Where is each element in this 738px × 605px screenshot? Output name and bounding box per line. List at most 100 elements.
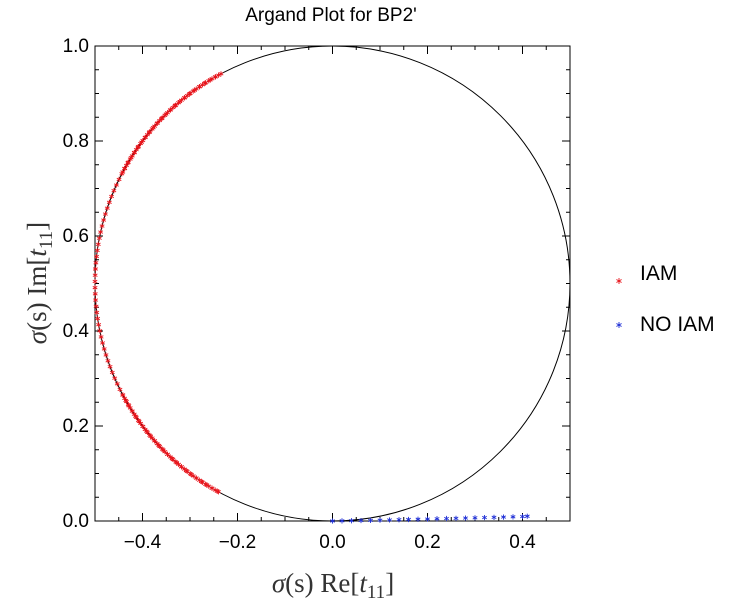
iam-point [101,346,107,352]
iam-point [149,126,155,132]
axis-ticks [94,45,571,522]
iam-point [215,72,221,78]
no-iam-point [444,515,449,522]
y-tick-label: 0.0 [63,511,89,532]
iam-point [112,375,118,381]
legend-star-no-iam [616,322,622,328]
iam-point [114,381,120,387]
iam-point [93,260,99,266]
iam-point [93,303,99,309]
iam-point [178,464,184,470]
y-tick-label: 0.8 [63,131,89,152]
iam-point [100,340,106,346]
x-axis-label: σ(s) Re[t11] [272,568,394,603]
iam-point [173,459,179,465]
no-iam-point [501,514,506,520]
x-label-suffix: ] [385,568,394,598]
no-iam-point [520,513,525,520]
legend-marker-no-iam [616,322,622,328]
legend-label-iam: IAM [640,262,677,285]
iam-point [97,328,103,334]
iam-point [159,446,165,452]
x-label-var: t [359,568,368,598]
iam-point [215,489,221,495]
iam-point [162,449,168,455]
iam-point [178,97,184,103]
iam-point [165,110,170,116]
iam-point [104,205,110,211]
iam-point [176,461,182,467]
no-iam-point [463,515,468,521]
y-label-var: t [22,248,52,257]
no-iam-point [349,518,354,524]
no-iam-point [406,516,411,523]
iam-point [107,364,113,370]
iam-point [157,443,163,449]
iam-point [101,217,107,223]
iam-point [154,441,160,447]
x-label-mid: (s) Re[ [285,568,359,598]
iam-point [181,95,187,101]
iam-point [93,297,99,303]
iam-point [109,369,115,376]
iam-point [157,118,163,124]
iam-point [147,432,153,438]
legend: IAM NO IAM [616,262,715,336]
iam-point [105,358,111,364]
x-tick-labels: −0.4 −0.2 0.0 0.2 0.4 [124,532,536,553]
y-tick-label: 0.4 [63,321,90,342]
no-iam-point [510,514,516,520]
no-iam-point [387,517,392,523]
iam-point [95,241,101,247]
iam-point [144,132,150,138]
y-tick-labels: 0.0 0.2 0.4 0.6 0.8 1.0 [63,36,90,532]
iam-point [149,435,155,441]
no-iam-point [524,513,530,519]
iam-point [94,247,100,254]
y-tick-label: 0.6 [63,226,89,247]
legend-label-no-iam: NO IAM [640,313,715,336]
iam-point [184,92,190,99]
iam-point [209,485,215,491]
no-iam-point [482,514,487,521]
x-label-sub: 11 [367,582,385,603]
no-iam-point [339,518,345,524]
series-iam-points [92,71,224,495]
y-label-suffix: ] [22,222,52,231]
y-label-sigma: σ [22,329,52,344]
legend-star-iam [616,278,622,284]
iam-point [92,278,98,285]
x-tick-label: −0.4 [124,532,162,553]
iam-point [98,334,104,340]
no-iam-point [415,516,421,522]
iam-point [117,386,123,393]
iam-point [92,272,98,278]
iam-point [109,193,115,200]
chart-title: Argand Plot for BP2' [245,5,417,26]
iam-point [94,309,100,316]
iam-point [94,254,100,260]
no-iam-point [358,517,364,524]
no-iam-point [368,517,373,523]
y-tick-label: 0.2 [63,416,89,437]
iam-point [99,223,105,229]
iam-point [102,211,108,217]
iam-point [154,120,160,126]
no-iam-point [425,516,430,522]
iam-point [144,429,150,435]
iam-point [170,456,176,463]
no-iam-point [453,515,459,521]
x-tick-label: 0.0 [319,532,345,553]
iam-point [106,199,112,205]
legend-item-no-iam: NO IAM [616,313,715,336]
legend-marker-iam [616,278,622,284]
iam-point [152,438,158,444]
iam-point [111,188,117,194]
y-label-mid: (s) Im[ [22,257,52,331]
iam-point [170,104,176,111]
y-axis-label: σ(s) Im[t11] [22,222,57,344]
x-tick-label: −0.2 [219,532,257,553]
iam-point [95,316,101,322]
iam-point [113,182,119,188]
